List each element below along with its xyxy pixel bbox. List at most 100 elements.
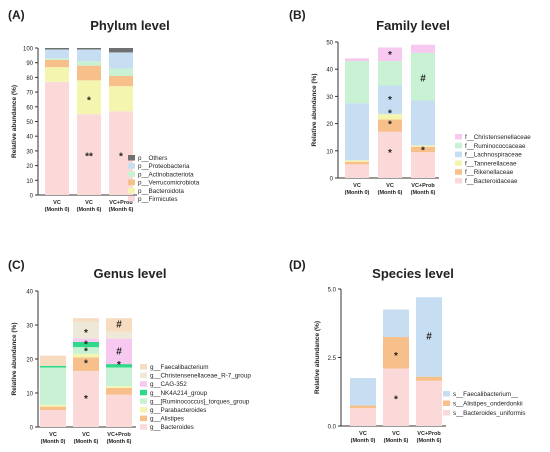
- significance-marker: *: [421, 145, 425, 156]
- bar-segment: [40, 410, 66, 427]
- legend-label: g__NK4A214_group: [150, 390, 208, 397]
- bar-segment: [378, 47, 402, 62]
- legend-label: s__Faecalibacterium__: [453, 391, 519, 398]
- significance-marker: #: [420, 73, 426, 84]
- significance-marker: #: [116, 347, 122, 358]
- y-axis-label: Relative abundance (%): [314, 321, 321, 394]
- bar-segment: [40, 367, 66, 405]
- bar-segment: [383, 309, 409, 337]
- legend-swatch: [140, 424, 147, 430]
- y-tick-label: 30: [26, 324, 33, 330]
- bar-segment: [106, 318, 132, 332]
- x-tick-label: VC+Prob: [109, 200, 133, 206]
- y-tick-label: 40: [26, 290, 33, 296]
- significance-marker: #: [116, 319, 122, 330]
- x-tick-label: (Month 0): [351, 438, 376, 444]
- x-tick-label: VC: [386, 183, 394, 189]
- legend-label: f__Rikenellaceae: [465, 169, 514, 176]
- legend-label: p__Bacteroidota: [138, 188, 184, 195]
- bar-segment: [109, 48, 133, 53]
- bar-segment: [73, 338, 99, 342]
- bar-segment: [45, 81, 69, 195]
- bar-segment: [77, 48, 101, 50]
- x-tick-label: VC: [49, 432, 57, 438]
- y-axis-label: Relative abundance (%): [11, 323, 18, 396]
- x-tick-label: (Month 6): [378, 190, 403, 196]
- y-tick-label: 10: [26, 392, 33, 398]
- panel-phylum: (A) Phylum level 0 10 20 30 40 50 60 70 80 90 100 R…: [0, 0, 275, 226]
- y-tick-label: 5.0: [328, 288, 337, 294]
- bar-segment: [345, 164, 369, 178]
- chart-genus: 0 10 20 30 40 Relative abundance (%) VC (Month …: [11, 290, 251, 446]
- legend-swatch: [443, 410, 450, 416]
- y-tick-label: 30: [26, 149, 33, 155]
- legend-swatch: [455, 160, 462, 166]
- legend-swatch: [140, 372, 147, 379]
- chart-title: Genus level: [93, 266, 167, 281]
- bar-segment: [73, 342, 99, 348]
- bar-segment: [45, 48, 69, 50]
- bar-segment: [378, 114, 402, 120]
- bar-segment: [40, 404, 66, 407]
- bar-segment: [383, 336, 409, 369]
- legend-swatch: [140, 398, 147, 404]
- bar-segment: [350, 408, 376, 426]
- legend-label: g__Bacteroides: [150, 424, 194, 431]
- significance-marker: *: [388, 109, 392, 120]
- legend-label: p__Verrucomicrobiota: [138, 180, 200, 187]
- bar-segment: [345, 160, 369, 162]
- bar-segment: [411, 152, 435, 178]
- legend-swatch: [140, 415, 147, 422]
- chart-title: Species level: [372, 266, 454, 281]
- significance-marker: *: [388, 148, 392, 159]
- legend-swatch: [128, 171, 135, 177]
- legend-swatch: [455, 142, 462, 149]
- bar-segment: [345, 103, 369, 161]
- chart-phylum: 0 10 20 30 40 50 60 70 80 90 100 Relative abundance…: [11, 47, 200, 214]
- y-tick-label: 40: [26, 135, 33, 141]
- y-tick-label: 20: [26, 358, 33, 364]
- bar-segment: [109, 86, 133, 112]
- significance-marker: *: [388, 120, 392, 131]
- bar-segment: [411, 146, 435, 153]
- x-tick-label: VC+Prob: [107, 432, 131, 438]
- chart-title: Phylum level: [90, 18, 170, 33]
- bar-segment: [383, 368, 409, 426]
- y-tick-label: 50: [26, 120, 33, 126]
- y-tick-label: 70: [26, 91, 33, 97]
- bar-segment: [109, 75, 133, 87]
- legend-label: f__Bacteroidaceae: [465, 178, 518, 185]
- y-axis-label: Relative abundance (%): [311, 74, 318, 147]
- y-tick-label: 80: [26, 76, 33, 82]
- bar-segment: [345, 58, 369, 62]
- significance-marker: *: [84, 394, 88, 405]
- bar-segment: [73, 370, 99, 427]
- legend-swatch: [140, 407, 147, 413]
- x-tick-label: (Month 6): [107, 439, 132, 445]
- y-tick-label: 20: [326, 122, 333, 128]
- bar-segment: [378, 85, 402, 115]
- x-tick-label: (Month 0): [45, 207, 70, 213]
- y-tick-label: 0: [30, 194, 34, 200]
- bar-segment: [45, 49, 69, 59]
- bar-segment: [73, 353, 99, 358]
- significance-marker: *: [388, 95, 392, 106]
- bar-segment: [106, 338, 132, 365]
- bar-segment: [345, 61, 369, 104]
- x-tick-label: (Month 6): [77, 207, 102, 213]
- legend-label: g__Faecalibacterium: [150, 364, 208, 371]
- y-tick-label: 30: [326, 95, 333, 101]
- legend-label: f__Christensenellaceae: [465, 134, 531, 141]
- bar-segment: [109, 68, 133, 76]
- y-tick-label: 0: [30, 426, 34, 432]
- significance-marker: *: [119, 151, 123, 162]
- bar-segment: [73, 318, 99, 322]
- legend-swatch: [455, 178, 462, 184]
- legend-swatch: [128, 155, 135, 161]
- legend-label: p__Actinobacteriota: [138, 171, 194, 178]
- significance-marker: #: [426, 332, 432, 343]
- legend-label: g__Christensenellaceae_R-7_group: [150, 373, 251, 380]
- bar-segment: [416, 297, 442, 377]
- legend-swatch: [443, 391, 450, 397]
- chart-title: Family level: [376, 18, 450, 33]
